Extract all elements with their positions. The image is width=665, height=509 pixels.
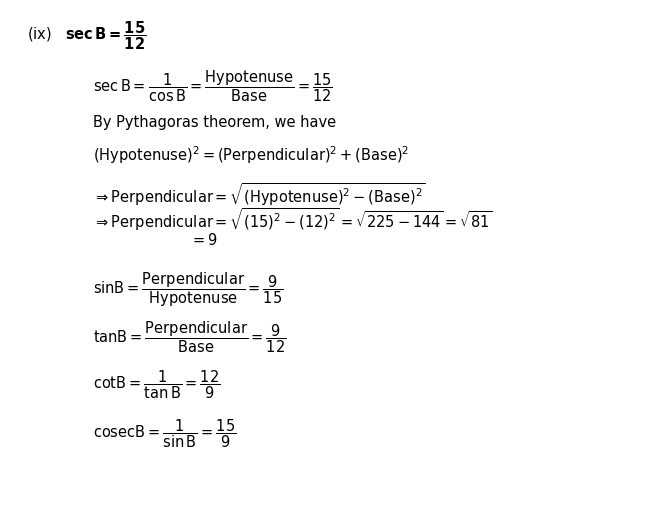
Text: $\mathrm{cosecB} = \dfrac{1}{\mathrm{sin\,B}} = \dfrac{15}{9}$: $\mathrm{cosecB} = \dfrac{1}{\mathrm{sin…: [93, 416, 237, 449]
Text: $\mathrm{sec\,B} = \dfrac{1}{\mathrm{cos\,B}} = \dfrac{\mathrm{Hypotenuse}}{\mat: $\mathrm{sec\,B} = \dfrac{1}{\mathrm{cos…: [93, 69, 333, 104]
Text: $(\mathrm{Hypotenuse})^2 = (\mathrm{Perpendicular})^2 + (\mathrm{Base})^2$: $(\mathrm{Hypotenuse})^2 = (\mathrm{Perp…: [93, 144, 410, 165]
Text: $\Rightarrow \mathrm{Perpendicular} = \sqrt{(15)^2 - (12)^2} = \sqrt{225-144} = : $\Rightarrow \mathrm{Perpendicular} = \s…: [93, 206, 493, 233]
Text: $= 9$: $= 9$: [190, 232, 217, 247]
Text: $\mathrm{tanB} = \dfrac{\mathrm{Perpendicular}}{\mathrm{Base}} = \dfrac{9}{12}$: $\mathrm{tanB} = \dfrac{\mathrm{Perpendi…: [93, 319, 287, 354]
Text: $\Rightarrow \mathrm{Perpendicular} = \sqrt{(\mathrm{Hypotenuse})^2 - (\mathrm{B: $\Rightarrow \mathrm{Perpendicular} = \s…: [93, 181, 426, 208]
Text: $\mathrm{sinB} = \dfrac{\mathrm{Perpendicular}}{\mathrm{Hypotenuse}} = \dfrac{9}: $\mathrm{sinB} = \dfrac{\mathrm{Perpendi…: [93, 270, 283, 308]
Text: $\mathrm{cotB} = \dfrac{1}{\mathrm{tan\,B}} = \dfrac{12}{9}$: $\mathrm{cotB} = \dfrac{1}{\mathrm{tan\,…: [93, 367, 221, 400]
Text: (ix)   $\mathbf{sec\,B=\dfrac{15}{12}}$: (ix) $\mathbf{sec\,B=\dfrac{15}{12}}$: [27, 19, 146, 52]
Text: By Pythagoras theorem, we have: By Pythagoras theorem, we have: [93, 115, 336, 129]
